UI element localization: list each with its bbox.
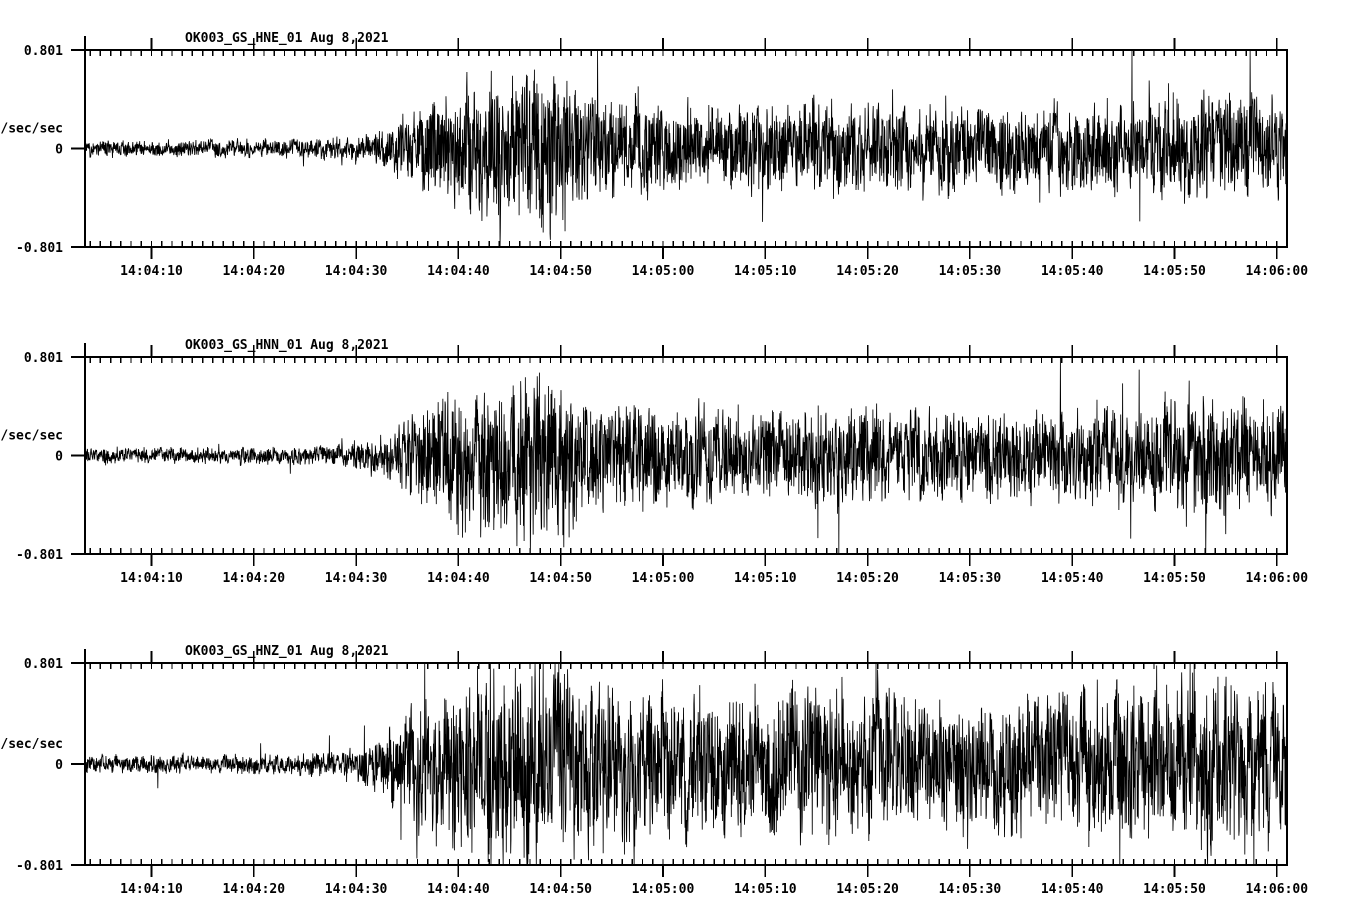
x-tick-label: 14:05:30 — [939, 882, 1002, 897]
x-tick-label: 14:05:00 — [632, 571, 695, 586]
plot-frame-overlay — [84, 662, 1288, 866]
x-tick-label: 14:04:20 — [222, 882, 285, 897]
y-tick-max-label: 0.801 — [24, 351, 63, 366]
x-tick-label: 14:04:40 — [427, 571, 490, 586]
x-tick-label: 14:04:20 — [222, 264, 285, 279]
x-tick-label: 14:04:10 — [120, 882, 183, 897]
panel-plot-area: OK003_GS_HNE_01 Aug 8,2021 0.801 0 -0.801 cm… — [0, 31, 1308, 279]
x-tick-label: 14:05:40 — [1041, 882, 1104, 897]
panel-plot-area: OK003_GS_HNN_01 Aug 8,2021 0.801 0 -0.801 cm… — [0, 338, 1308, 586]
x-tick-label: 14:05:00 — [632, 264, 695, 279]
seismogram-trace — [84, 357, 1288, 554]
x-tick-label: 14:05:40 — [1041, 264, 1104, 279]
panel-title: OK003_GS_HNE_01 Aug 8,2021 — [185, 31, 389, 46]
y-tick-max-label: 0.801 — [24, 657, 63, 672]
seismogram-trace — [84, 663, 1288, 865]
panel-plot-area: OK003_GS_HNZ_01 Aug 8,2021 0.801 0 -0.801 cm… — [0, 644, 1308, 897]
panel-title: OK003_GS_HNN_01 Aug 8,2021 — [185, 338, 389, 353]
x-tick-label: 14:04:20 — [222, 571, 285, 586]
y-axis-unit-label: cm/sec/sec — [0, 122, 63, 137]
waveform-panel: OK003_GS_HNZ_01 Aug 8,2021 0.801 0 -0.801 cm… — [0, 633, 1358, 924]
x-tick-label: 14:06:00 — [1245, 571, 1308, 586]
x-tick-label: 14:05:00 — [632, 882, 695, 897]
x-tick-label: 14:06:00 — [1245, 882, 1308, 897]
y-axis-unit-label: cm/sec/sec — [0, 737, 63, 752]
waveform-panel: OK003_GS_HNN_01 Aug 8,2021 0.801 0 -0.801 cm… — [0, 327, 1358, 663]
y-tick-mid-label: 0 — [55, 758, 63, 773]
x-tick-label: 14:05:40 — [1041, 571, 1104, 586]
x-tick-label: 14:05:50 — [1143, 571, 1206, 586]
seismogram-trace — [84, 50, 1288, 247]
x-tick-label: 14:04:30 — [325, 264, 388, 279]
x-tick-label: 14:05:20 — [836, 571, 899, 586]
y-tick-min-label: -0.801 — [16, 241, 63, 256]
x-tick-label: 14:05:10 — [734, 882, 797, 897]
x-tick-label: 14:05:10 — [734, 264, 797, 279]
y-tick-mid-label: 0 — [55, 143, 63, 158]
plot-frame-overlay — [84, 356, 1288, 555]
x-tick-label: 14:05:10 — [734, 571, 797, 586]
y-tick-min-label: -0.801 — [16, 548, 63, 563]
x-tick-label: 14:04:50 — [529, 882, 592, 897]
y-tick-mid-label: 0 — [55, 450, 63, 465]
x-tick-label: 14:05:50 — [1143, 264, 1206, 279]
x-tick-label: 14:06:00 — [1245, 264, 1308, 279]
x-tick-label: 14:04:10 — [120, 264, 183, 279]
x-tick-label: 14:05:50 — [1143, 882, 1206, 897]
x-tick-label: 14:05:20 — [836, 882, 899, 897]
y-tick-max-label: 0.801 — [24, 44, 63, 59]
x-tick-label: 14:04:30 — [325, 571, 388, 586]
x-tick-label: 14:04:50 — [529, 264, 592, 279]
y-tick-min-label: -0.801 — [16, 859, 63, 874]
x-tick-label: 14:04:50 — [529, 571, 592, 586]
waveform-panel: OK003_GS_HNE_01 Aug 8,2021 0.801 0 -0.801 cm… — [0, 20, 1358, 357]
x-tick-label: 14:04:10 — [120, 571, 183, 586]
x-tick-label: 14:04:40 — [427, 882, 490, 897]
x-tick-label: 14:04:30 — [325, 882, 388, 897]
x-tick-label: 14:05:20 — [836, 264, 899, 279]
x-tick-label: 14:04:40 — [427, 264, 490, 279]
panel-title: OK003_GS_HNZ_01 Aug 8,2021 — [185, 644, 389, 659]
x-tick-label: 14:05:30 — [939, 264, 1002, 279]
y-axis-unit-label: cm/sec/sec — [0, 429, 63, 444]
x-tick-label: 14:05:30 — [939, 571, 1002, 586]
plot-frame-overlay — [84, 49, 1288, 248]
